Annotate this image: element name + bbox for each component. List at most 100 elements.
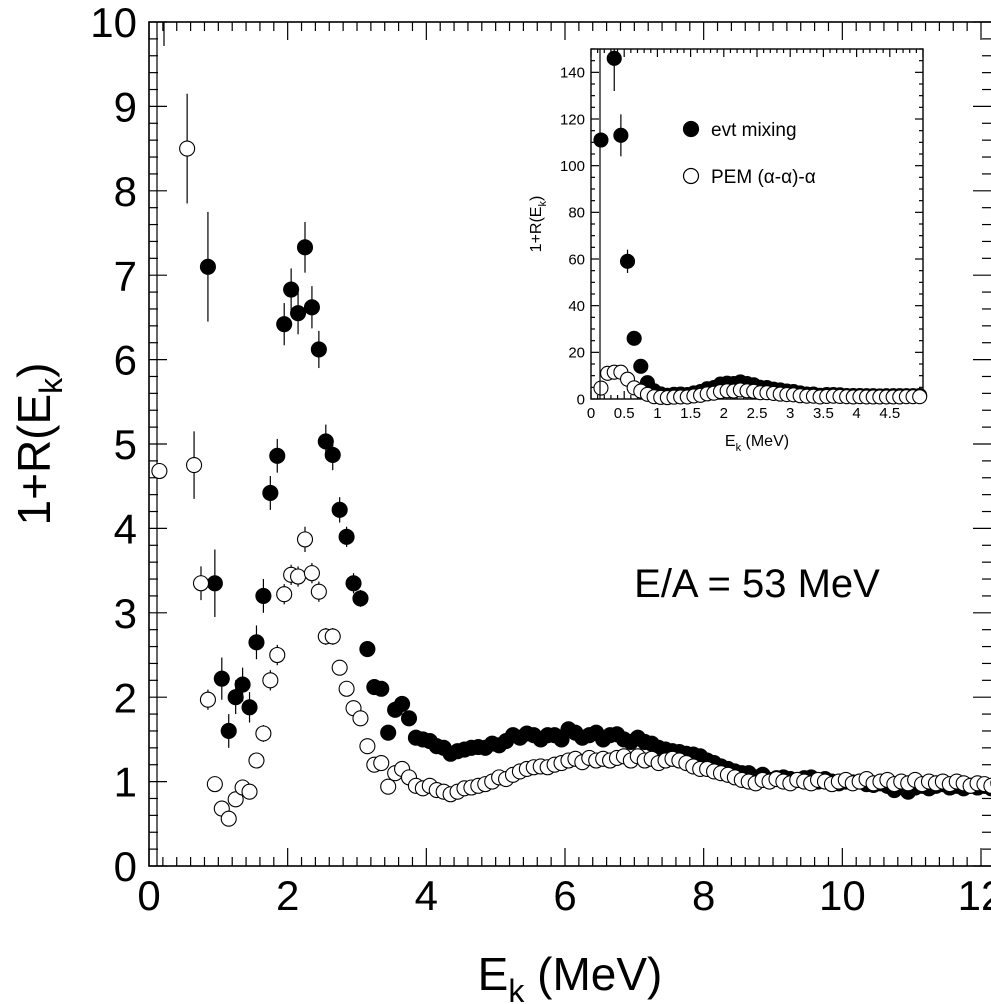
inset-x-tick-label: 4.5 [879,405,900,422]
inset-point-evt-mixing [633,358,649,374]
inset-y-tick-label: 100 [560,158,585,175]
inset-point-evt-mixing [626,330,642,346]
main-y-tick-label: 0 [114,843,137,890]
main-point-pem [248,752,265,769]
main-point-evt-mixing [338,528,355,545]
main-point-evt-mixing [296,239,314,256]
energy-annotation: E/A = 53 MeV [634,562,880,606]
main-point-pem [310,583,327,600]
inset-x-tick-label: 1.5 [680,405,701,422]
main-point-pem [269,646,286,664]
main-point-pem [151,462,168,480]
main-point-evt-mixing [199,258,216,275]
inset-y-tick-label: 40 [568,298,585,315]
legend-marker-evt-mixing [682,120,700,138]
inset-x-tick-label: 4 [852,405,860,422]
legend-marker-pem [682,167,700,185]
inset-plot-frame [590,48,924,400]
inset-point-evt-mixing [593,132,609,148]
main-x-axis-label: Ek (MeV) [478,948,663,1004]
main-x-tick-label: 6 [553,872,576,919]
main-series-pem [151,93,991,827]
main-x-tick-label: 0 [137,872,160,919]
main-y-tick-label: 2 [114,674,137,721]
inset-y-tick-label: 80 [568,205,585,222]
main-point-pem [220,810,237,827]
main-point-pem [331,659,348,676]
main-point-pem [324,628,341,645]
legend-label-evt-mixing: evt mixing [711,120,797,141]
inset-tick-labels: 0 0.5 1 1.5 2 2.5 3 3.5 4 4.5 0 20 40 60 80 100 120 140 [560,65,900,422]
main-y-axis-label: 1+R(Ek) [8,363,69,526]
main-point-pem [373,754,390,772]
main-point-evt-mixing [262,484,279,502]
inset-plot: 0 0.5 1 1.5 2 2.5 3 3.5 4 4.5 0 20 40 60 80 100 120 140 e… [528,48,928,454]
inset-point-evt-mixing [619,253,636,269]
main-y-tick-label: 4 [114,506,137,553]
main-point-pem [380,778,397,795]
main-point-evt-mixing [283,281,300,298]
main-point-pem [206,776,223,793]
inset-y-tick-label: 120 [560,111,585,128]
inset-x-tick-label: 3 [786,405,794,422]
legend-label-pem: PEM (α-α)-α [711,167,816,188]
main-point-pem [227,791,244,808]
inset-x-axis-label: Ek (MeV) [725,433,789,454]
main-x-tick-label: 10 [819,872,866,919]
main-point-evt-mixing [248,634,265,651]
main-point-evt-mixing [213,670,230,687]
main-y-tick-label: 1 [114,759,137,806]
inset-x-tick-label: 1 [653,405,661,422]
main-point-evt-mixing [276,316,293,333]
main-point-pem [241,783,258,800]
main-y-tick-label: 5 [114,421,137,468]
main-point-evt-mixing [290,305,307,322]
inset-point-evt-mixing [606,50,622,66]
main-y-tick-label: 10 [90,0,137,46]
main-point-evt-mixing [317,433,334,450]
inset-x-tick-label: 3.5 [813,405,834,422]
main-point-evt-mixing [352,590,369,607]
main-point-evt-mixing [345,575,362,592]
main-plot: 02468101214012345678910 E/A = 53 MeV Ek … [8,0,991,1004]
main-point-pem [359,738,376,755]
inset-x-tick-label: 0.5 [614,405,635,422]
main-point-pem [186,457,203,474]
main-point-evt-mixing [400,710,418,727]
main-point-pem [199,691,216,708]
inset-y-axis-label: 1+R(Ek) [528,196,549,253]
main-tick-marks [148,21,991,867]
main-point-evt-mixing [324,446,341,464]
inset-x-tick-label: 2 [720,405,728,422]
main-x-tick-label: 12 [958,872,991,919]
inset-legend: evt mixing PEM (α-α)-α [682,120,816,188]
main-point-evt-mixing [220,722,237,740]
main-point-pem [296,531,314,548]
main-x-tick-label: 4 [415,872,438,919]
main-point-pem [192,575,210,592]
main-y-tick-label: 6 [114,337,137,384]
inset-x-tick-label: 2.5 [747,405,768,422]
main-point-pem [262,672,279,689]
inset-y-tick-label: 0 [577,391,585,408]
main-point-pem [290,568,307,585]
main-y-tick-label: 9 [114,84,137,131]
main-point-evt-mixing [394,695,411,713]
main-point-evt-mixing [206,575,223,592]
main-point-evt-mixing [380,724,397,741]
inset-point-pem [912,389,928,405]
inset-point-pem [593,380,609,396]
main-point-pem [338,680,355,697]
main-point-pem [179,140,196,157]
main-point-evt-mixing [310,341,327,358]
main-point-pem [983,777,991,794]
main-point-evt-mixing [234,676,251,693]
main-point-evt-mixing [255,587,272,604]
main-point-pem [303,565,320,582]
inset-x-tick-label: 0 [587,405,595,422]
main-y-tick-label: 3 [114,590,137,637]
main-tick-labels: 02468101214012345678910 [90,0,991,919]
inset-point-evt-mixing [613,127,629,143]
